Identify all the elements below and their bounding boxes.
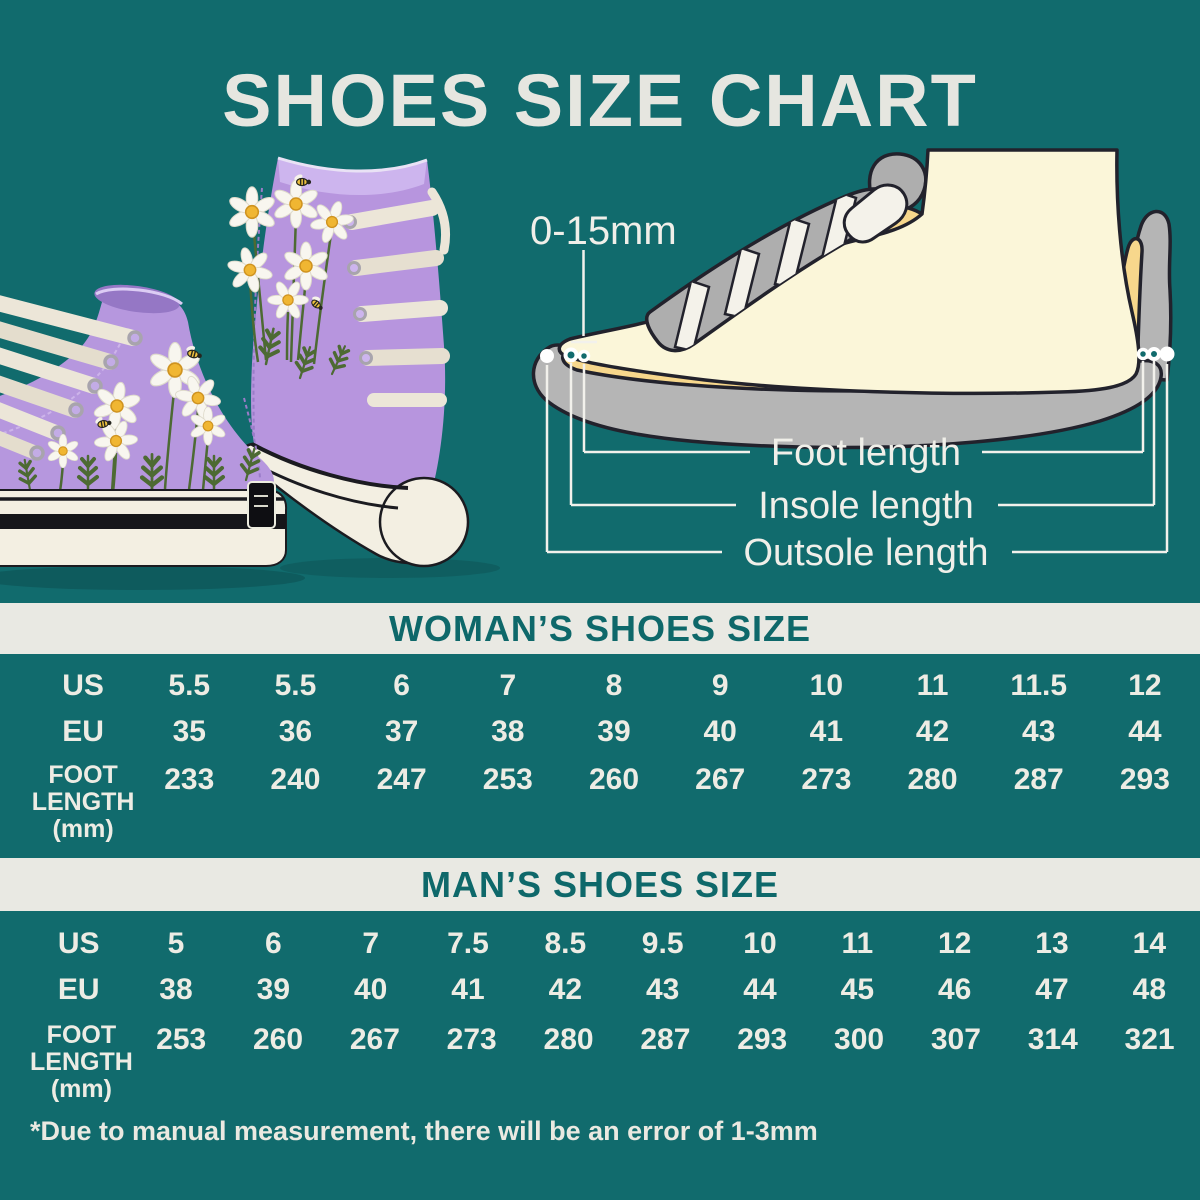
size-value: 8 <box>605 669 623 702</box>
row-label: EU <box>62 715 104 748</box>
womens-foot-length-row: FOOT LENGTH (mm) 233 240 247 253 260 267… <box>30 752 1198 848</box>
size-value: 280 <box>907 763 958 796</box>
size-value: 40 <box>703 715 737 748</box>
lace-strap <box>842 183 909 244</box>
size-value: 6 <box>393 669 410 702</box>
row-label: FOOT LENGTH (mm) <box>30 1021 133 1103</box>
sneakers-photo <box>0 156 500 590</box>
mens-eu-row: EU 38 39 40 41 42 43 44 45 46 47 48 <box>30 968 1198 1012</box>
size-value: 6 <box>264 927 282 960</box>
foot-length-label: Foot length <box>771 432 961 474</box>
size-value: 300 <box>834 1023 885 1056</box>
size-value: 280 <box>543 1023 594 1056</box>
size-value: 260 <box>588 763 640 796</box>
size-value: 321 <box>1124 1023 1175 1056</box>
size-value: 38 <box>159 973 193 1006</box>
front-shoe-eyelets <box>29 330 143 461</box>
row-label: US <box>57 927 100 960</box>
size-value: 39 <box>597 715 631 748</box>
size-value: 12 <box>1128 669 1162 702</box>
measurement-disclaimer: *Due to manual measurement, there will b… <box>30 1116 818 1146</box>
measurement-dots <box>540 346 1175 363</box>
size-value: 9 <box>711 669 729 702</box>
size-value: 240 <box>270 763 321 796</box>
size-value: 12 <box>937 927 972 960</box>
size-value: 5.5 <box>274 669 317 702</box>
size-value: 39 <box>256 973 291 1006</box>
toe-gap-label: 0-15mm <box>530 209 677 253</box>
size-value: 5.5 <box>168 669 211 702</box>
size-value: 38 <box>491 715 525 748</box>
size-value: 287 <box>1013 763 1064 796</box>
front-sneaker <box>0 284 288 567</box>
size-value: 45 <box>840 973 875 1006</box>
size-value: 307 <box>930 1023 981 1056</box>
back-sneaker <box>221 156 470 568</box>
size-value: 5 <box>167 927 185 960</box>
row-label: FOOT LENGTH (mm) <box>31 761 135 843</box>
size-value: 46 <box>937 973 972 1006</box>
mens-foot-length-row: FOOT LENGTH (mm) 253 260 267 273 280 287… <box>30 1012 1198 1112</box>
size-value: 247 <box>376 763 427 796</box>
size-value: 273 <box>446 1023 497 1056</box>
size-value: 48 <box>1132 973 1167 1006</box>
size-value: 43 <box>1022 715 1056 748</box>
mens-us-row: US 5 6 7 7.5 8.5 9.5 10 11 12 13 14 <box>30 922 1198 966</box>
size-value: 293 <box>737 1023 788 1056</box>
size-value: 233 <box>164 763 215 796</box>
size-value: 37 <box>384 715 419 748</box>
womens-table-header: WOMAN’S SHOES SIZE <box>0 603 1200 654</box>
womens-us-row: US 5.5 5.5 6 7 8 9 10 11 11.5 12 <box>30 664 1198 708</box>
page-title: SHOES SIZE CHART <box>222 59 978 142</box>
size-value: 41 <box>451 973 485 1006</box>
measurement-lines <box>545 250 1169 554</box>
size-value: 267 <box>349 1023 400 1056</box>
size-value: 36 <box>278 715 313 748</box>
shoe-shadow <box>280 558 500 578</box>
size-value: 47 <box>1035 973 1069 1006</box>
size-value: 13 <box>1035 927 1069 960</box>
size-value: 43 <box>645 973 680 1006</box>
size-value: 11.5 <box>1010 669 1068 702</box>
outsole-length-label: Outsole length <box>743 532 988 574</box>
size-value: 11 <box>916 669 949 702</box>
size-value: 314 <box>1027 1023 1078 1056</box>
row-label: US <box>62 669 104 702</box>
size-value: 260 <box>253 1023 304 1056</box>
size-value: 8.5 <box>544 927 587 960</box>
size-value: 44 <box>743 973 777 1006</box>
foot-measurement-diagram: 0-15mm Foot length Insole length Outsole… <box>530 148 1175 574</box>
size-value: 7.5 <box>447 927 489 960</box>
size-value: 35 <box>172 715 206 748</box>
laces <box>0 295 141 460</box>
mens-table-header: MAN’S SHOES SIZE <box>0 858 1200 911</box>
size-value: 40 <box>353 973 388 1006</box>
shoe-shadow <box>0 566 305 590</box>
size-value: 253 <box>156 1023 207 1056</box>
size-value: 287 <box>640 1023 691 1056</box>
insole-length-label: Insole length <box>758 485 974 527</box>
size-value: 14 <box>1132 927 1167 960</box>
size-value: 253 <box>482 763 533 796</box>
size-value: 7 <box>362 927 379 960</box>
size-value: 42 <box>915 715 950 748</box>
size-value: 293 <box>1119 763 1170 796</box>
size-value: 42 <box>548 973 583 1006</box>
size-value: 7 <box>499 669 517 702</box>
size-value: 44 <box>1128 715 1162 748</box>
size-value: 10 <box>809 669 844 702</box>
size-value: 11 <box>841 927 874 960</box>
row-label: EU <box>57 973 100 1006</box>
womens-eu-row: EU 35 36 37 38 39 40 41 42 43 44 <box>30 710 1198 754</box>
size-value: 10 <box>743 927 777 960</box>
size-value: 267 <box>695 763 746 796</box>
size-value: 273 <box>801 763 852 796</box>
foot <box>557 148 1141 396</box>
size-value: 9.5 <box>641 927 684 960</box>
size-value: 41 <box>809 715 844 748</box>
